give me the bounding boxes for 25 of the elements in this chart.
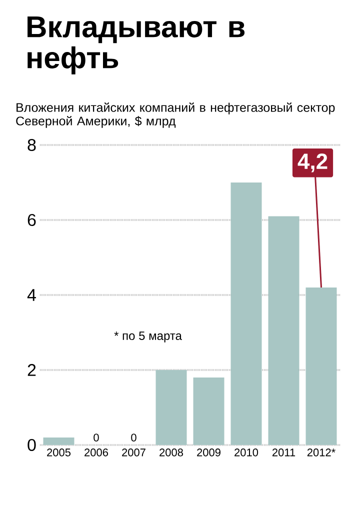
x-tick-label: 2011 bbox=[272, 448, 296, 456]
x-tick-label: 2012* bbox=[307, 448, 336, 456]
x-tick-label: 2005 bbox=[47, 448, 71, 456]
bar bbox=[193, 378, 224, 445]
y-tick-label: 2 bbox=[28, 364, 36, 376]
x-tick-label: 2009 bbox=[197, 448, 220, 456]
data-label: 0 bbox=[131, 434, 136, 442]
annotation: * по 5 марта bbox=[114, 332, 182, 342]
data-label: 0 bbox=[94, 434, 99, 442]
y-tick-label: 6 bbox=[28, 214, 36, 226]
chart-title: Вкладывают в нефть bbox=[28, 16, 245, 74]
x-tick-label: 2010 bbox=[234, 448, 258, 456]
bar bbox=[156, 370, 187, 445]
bar bbox=[43, 438, 74, 445]
bar bbox=[306, 288, 337, 445]
bar bbox=[230, 182, 262, 445]
x-tick-label: 2008 bbox=[160, 448, 183, 456]
y-tick-label: 8 bbox=[28, 138, 36, 152]
y-tick-label: 4 bbox=[27, 289, 36, 301]
data-label: 4,2 bbox=[298, 154, 328, 172]
chart-subtitle: Вложения китайских компаний в нефтегазовый сектор Северной Америки, $ млрд bbox=[16, 102, 335, 128]
bar bbox=[268, 216, 300, 445]
y-tick-label: 0 bbox=[28, 438, 36, 452]
x-tick-label: 2006 bbox=[84, 448, 108, 456]
x-tick-label: 2007 bbox=[122, 448, 146, 456]
